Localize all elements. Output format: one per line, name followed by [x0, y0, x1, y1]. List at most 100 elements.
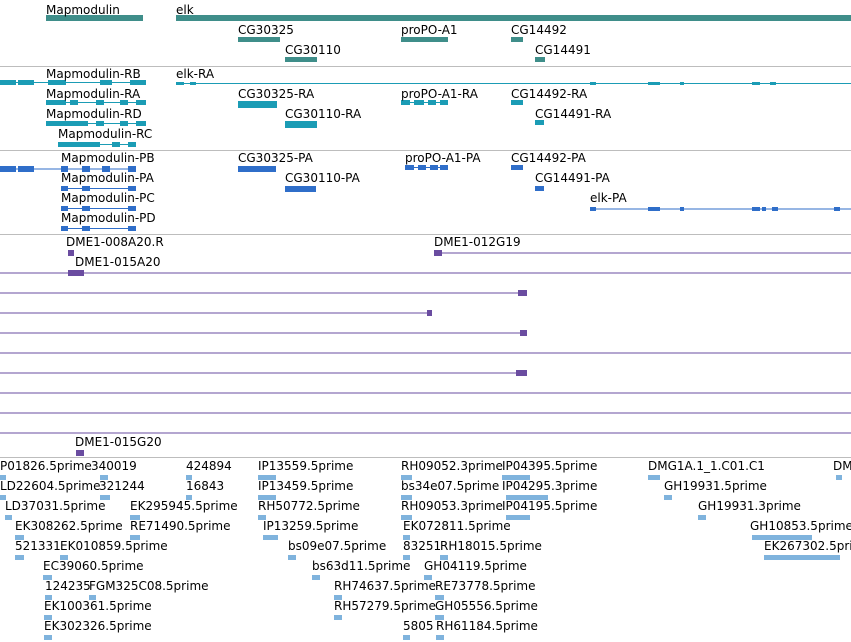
feature-label[interactable]: bs09e07.5prime	[288, 539, 387, 553]
feature-glyph[interactable]	[258, 475, 276, 480]
feature-glyph[interactable]	[0, 80, 16, 85]
feature-glyph[interactable]	[136, 121, 146, 126]
feature-glyph[interactable]	[258, 515, 266, 520]
feature-glyph[interactable]	[176, 82, 184, 85]
feature-glyph[interactable]	[102, 166, 110, 172]
feature-glyph[interactable]	[511, 37, 523, 42]
feature-label[interactable]: elk-RA	[176, 67, 215, 81]
feature-label[interactable]: IP13459.5prime	[258, 479, 354, 493]
feature-label[interactable]: CG14491-RA	[535, 107, 612, 121]
feature-label[interactable]: proPO-A1-RA	[401, 87, 478, 101]
feature-label[interactable]: P01826.5prime	[0, 459, 92, 473]
feature-glyph[interactable]	[414, 100, 424, 105]
feature-glyph[interactable]	[506, 515, 530, 520]
feature-label[interactable]: 83251	[403, 539, 442, 553]
feature-glyph[interactable]	[46, 15, 143, 21]
feature-label[interactable]: GH05556.5prime	[435, 599, 538, 613]
feature-glyph[interactable]	[590, 207, 596, 211]
feature-label[interactable]: 321244	[99, 479, 145, 493]
feature-glyph[interactable]	[312, 575, 320, 580]
clone-label[interactable]: DME1-008A20.R	[66, 235, 164, 249]
feature-label[interactable]: IP04395.5prime	[502, 459, 598, 473]
feature-label[interactable]: Mapmodulin-RC	[58, 127, 153, 141]
feature-glyph[interactable]	[45, 595, 52, 600]
clone-end-marker[interactable]	[516, 370, 527, 376]
feature-glyph[interactable]	[82, 166, 90, 172]
feature-label[interactable]: Mapmodulin-PC	[61, 191, 155, 205]
feature-glyph[interactable]	[334, 595, 342, 600]
clone-end-marker[interactable]	[427, 310, 432, 316]
feature-glyph[interactable]	[834, 207, 840, 211]
feature-glyph[interactable]	[18, 80, 34, 85]
feature-glyph[interactable]	[680, 82, 684, 85]
feature-glyph[interactable]	[48, 80, 66, 85]
feature-glyph[interactable]	[128, 206, 136, 211]
clone-end-marker[interactable]	[68, 270, 84, 276]
feature-label[interactable]: IP04195.5prime	[502, 499, 598, 513]
feature-label[interactable]: EK295945.5prime	[130, 499, 238, 513]
feature-label[interactable]: CG14492-RA	[511, 87, 588, 101]
feature-glyph[interactable]	[418, 165, 426, 170]
feature-glyph[interactable]	[430, 165, 438, 170]
feature-label[interactable]: Mapmodulin-RD	[46, 107, 142, 121]
feature-glyph[interactable]	[680, 207, 684, 211]
feature-glyph[interactable]	[238, 166, 276, 172]
feature-label[interactable]: Mapmodulin-RB	[46, 67, 141, 81]
feature-glyph[interactable]	[60, 555, 68, 560]
feature-label[interactable]: RH09052.3prime	[401, 459, 503, 473]
feature-label[interactable]: IP13259.5prime	[263, 519, 359, 533]
feature-label[interactable]: CG30325	[238, 23, 294, 37]
feature-glyph[interactable]	[112, 142, 120, 147]
feature-glyph[interactable]	[128, 186, 136, 191]
feature-glyph[interactable]	[100, 80, 112, 85]
feature-label[interactable]: GH19931.3prime	[698, 499, 801, 513]
feature-label[interactable]: RH57279.5prime	[334, 599, 436, 613]
feature-label[interactable]: CG14491	[535, 43, 591, 57]
feature-glyph[interactable]	[435, 595, 444, 600]
feature-label[interactable]: DM	[833, 459, 851, 473]
feature-label[interactable]: CG30110	[285, 43, 341, 57]
feature-label[interactable]: FGM325C08.5prime	[89, 579, 209, 593]
feature-label[interactable]: 5805	[403, 619, 434, 633]
feature-glyph[interactable]	[120, 100, 128, 105]
feature-glyph[interactable]	[424, 575, 432, 580]
feature-glyph[interactable]	[772, 207, 778, 211]
feature-label[interactable]: EK302326.5prime	[44, 619, 152, 633]
feature-glyph[interactable]	[70, 100, 78, 105]
feature-glyph[interactable]	[43, 575, 52, 580]
feature-label[interactable]: IP04295.3prime	[502, 479, 598, 493]
feature-glyph[interactable]	[82, 226, 90, 231]
feature-glyph[interactable]	[18, 166, 34, 172]
feature-glyph[interactable]	[136, 100, 146, 105]
feature-glyph[interactable]	[440, 165, 448, 170]
feature-glyph[interactable]	[752, 207, 760, 211]
feature-glyph[interactable]	[61, 226, 68, 231]
feature-glyph[interactable]	[285, 57, 317, 62]
feature-label[interactable]: LD37031.5prime	[5, 499, 106, 513]
feature-label[interactable]: CG14491-PA	[535, 171, 610, 185]
feature-glyph[interactable]	[648, 475, 660, 480]
feature-glyph[interactable]	[120, 121, 128, 126]
feature-glyph[interactable]	[590, 82, 596, 85]
feature-glyph[interactable]	[770, 82, 776, 85]
feature-label[interactable]: Mapmodulin-PB	[61, 151, 155, 165]
feature-label[interactable]: RH50772.5prime	[258, 499, 360, 513]
feature-label[interactable]: 521331	[15, 539, 61, 553]
feature-glyph[interactable]	[401, 515, 412, 520]
feature-glyph[interactable]	[440, 555, 448, 560]
feature-glyph[interactable]	[96, 121, 104, 126]
feature-label[interactable]: proPO-A1	[401, 23, 458, 37]
feature-glyph[interactable]	[100, 495, 110, 500]
feature-label[interactable]: GH19931.5prime	[664, 479, 767, 493]
feature-glyph[interactable]	[263, 535, 278, 540]
feature-glyph[interactable]	[61, 206, 68, 211]
clone-end-marker[interactable]	[518, 290, 527, 296]
feature-glyph[interactable]	[428, 100, 436, 105]
feature-label[interactable]: GH10853.5prime	[750, 519, 851, 533]
feature-glyph[interactable]	[648, 82, 660, 85]
feature-glyph[interactable]	[15, 555, 24, 560]
feature-glyph[interactable]	[190, 82, 196, 85]
feature-label[interactable]: LD22604.5prime	[0, 479, 101, 493]
feature-label[interactable]: Mapmodulin	[46, 3, 120, 17]
feature-glyph[interactable]	[403, 535, 410, 540]
